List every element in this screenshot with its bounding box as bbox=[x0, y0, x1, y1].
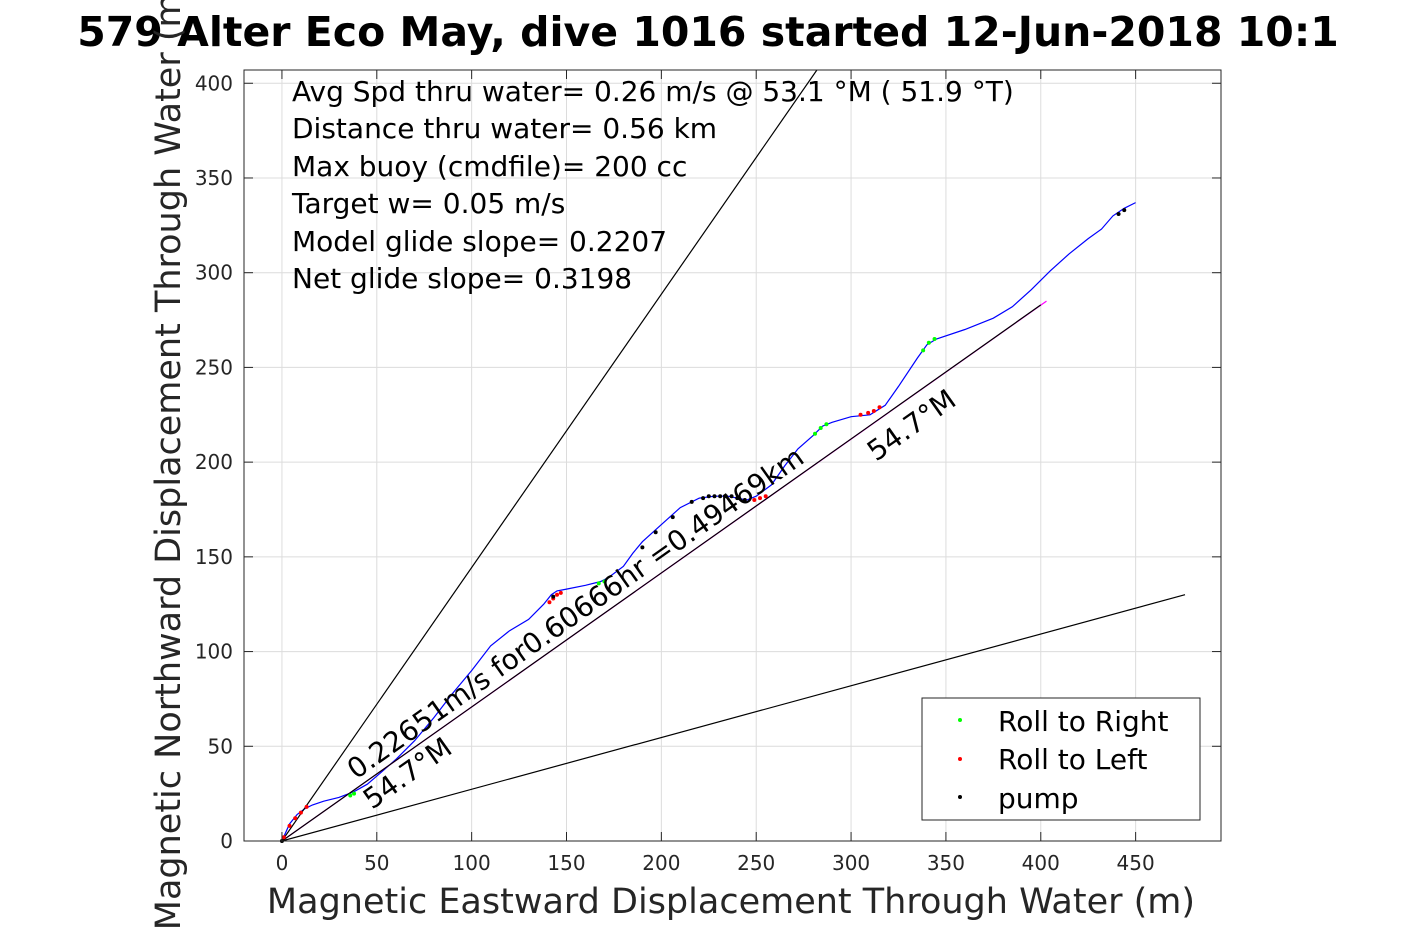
y-tick-label: 0 bbox=[220, 829, 233, 853]
legend-label-roll-right: Roll to Right bbox=[998, 705, 1169, 738]
y-tick-label: 300 bbox=[195, 261, 233, 285]
marker-right bbox=[348, 793, 353, 798]
marker-pump bbox=[1122, 208, 1127, 213]
marker-right bbox=[818, 426, 823, 431]
marker-right bbox=[813, 431, 818, 436]
marker-pump bbox=[689, 499, 694, 504]
x-axis-label: Magnetic Eastward Displacement Through W… bbox=[267, 882, 1195, 922]
x-tick-label: 350 bbox=[927, 851, 965, 875]
y-tick-label: 400 bbox=[195, 71, 233, 95]
plot-area-frame bbox=[243, 69, 1222, 842]
info-target-w: Target w= 0.05 m/s bbox=[291, 187, 565, 220]
marker-pump bbox=[640, 545, 645, 550]
marker-pump bbox=[706, 494, 711, 499]
axis-ticks: 0 50 100 150 200 250 300 350 400 450 0 50 100 150 200 2… bbox=[195, 70, 1221, 875]
series-layer bbox=[281, 70, 1186, 841]
legend: Roll to Right Roll to Left pump bbox=[921, 697, 1201, 821]
x-tick-label: 400 bbox=[1022, 851, 1060, 875]
marker-right bbox=[596, 581, 601, 586]
marker-right bbox=[602, 579, 607, 584]
y-tick-label: 100 bbox=[195, 640, 233, 664]
legend-marker-pump bbox=[958, 795, 962, 799]
chart-title: 579 Alter Eco May, dive 1016 started 12-… bbox=[77, 8, 1339, 56]
y-tick-label: 350 bbox=[195, 166, 233, 190]
y-tick-label: 250 bbox=[195, 355, 233, 379]
y-tick-label: 150 bbox=[195, 545, 233, 569]
y-tick-label: 200 bbox=[195, 450, 233, 474]
series-line-3 bbox=[281, 70, 818, 841]
marker-pump bbox=[729, 494, 734, 499]
marker-pump bbox=[718, 494, 723, 499]
series-line-2 bbox=[281, 304, 1042, 841]
marker-left bbox=[871, 408, 876, 413]
x-tick-label: 250 bbox=[737, 851, 775, 875]
marker-left bbox=[281, 835, 286, 840]
marker-left bbox=[304, 804, 309, 809]
marker-right bbox=[921, 348, 926, 353]
info-avg-speed: Avg Spd thru water= 0.26 m/s @ 53.1 °M (… bbox=[292, 75, 1014, 108]
marker-left bbox=[287, 823, 292, 828]
marker-pump bbox=[712, 494, 717, 499]
marker-pump bbox=[670, 515, 675, 520]
marker-right bbox=[824, 422, 829, 427]
marker-right bbox=[926, 340, 931, 345]
x-tick-label: 200 bbox=[642, 851, 680, 875]
marker-right bbox=[352, 791, 357, 796]
x-tick-label: 50 bbox=[364, 851, 389, 875]
marker-pump bbox=[723, 494, 728, 499]
marker-left bbox=[758, 496, 763, 501]
marker-right bbox=[932, 336, 937, 341]
legend-marker-roll-left bbox=[958, 757, 962, 761]
speed-annotation: 0.22651m/s for0.60666hr =0.49469km bbox=[341, 440, 810, 785]
marker-layer bbox=[279, 208, 1127, 843]
x-tick-label: 0 bbox=[276, 851, 289, 875]
marker-left bbox=[298, 810, 303, 815]
y-tick-label: 50 bbox=[208, 734, 233, 758]
x-tick-label: 150 bbox=[547, 851, 585, 875]
marker-pump bbox=[735, 496, 740, 501]
marker-left bbox=[763, 494, 768, 499]
marker-left bbox=[858, 412, 863, 417]
marker-pump bbox=[551, 594, 556, 599]
marker-left bbox=[293, 816, 298, 821]
x-tick-label: 450 bbox=[1117, 851, 1155, 875]
marker-pump bbox=[653, 530, 658, 535]
marker-pump bbox=[701, 496, 706, 501]
legend-label-pump: pump bbox=[998, 782, 1079, 815]
info-distance: Distance thru water= 0.56 km bbox=[292, 112, 717, 145]
info-model-glide: Model glide slope= 0.2207 bbox=[292, 225, 667, 258]
legend-box bbox=[921, 697, 1201, 821]
marker-left bbox=[547, 600, 552, 605]
marker-left bbox=[555, 592, 560, 597]
marker-left bbox=[866, 410, 871, 415]
marker-pump bbox=[742, 498, 747, 503]
legend-label-roll-left: Roll to Left bbox=[998, 743, 1147, 776]
marker-left bbox=[558, 590, 563, 595]
series-line-4 bbox=[281, 594, 1186, 841]
x-tick-label: 300 bbox=[832, 851, 870, 875]
marker-left bbox=[752, 498, 757, 503]
heading-annotation-end: 54.7°M bbox=[861, 383, 962, 468]
legend-marker-roll-right bbox=[958, 718, 962, 722]
info-net-glide: Net glide slope= 0.3198 bbox=[292, 262, 632, 295]
x-tick-label: 100 bbox=[453, 851, 491, 875]
marker-pump bbox=[1116, 211, 1121, 216]
marker-left bbox=[877, 405, 882, 410]
info-box: Avg Spd thru water= 0.26 m/s @ 53.1 °M (… bbox=[291, 75, 1014, 295]
info-max-buoy: Max buoy (cmdfile)= 200 cc bbox=[292, 150, 687, 183]
y-axis-label: Magnetic Northward Displacement Through … bbox=[149, 0, 189, 930]
